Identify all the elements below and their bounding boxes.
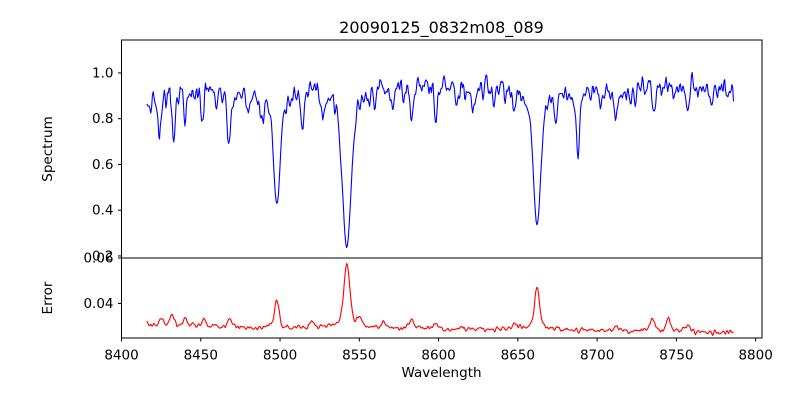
x-tick-label: 8600 — [421, 348, 455, 364]
y-tick-label-spectrum: 0.4 — [92, 203, 113, 219]
x-tick-label: 8500 — [263, 348, 297, 364]
x-axis-label: Wavelength — [401, 365, 481, 381]
subplot-frame-spectrum — [121, 39, 763, 259]
chart-title: 20090125_0832m08_089 — [339, 18, 544, 38]
y-tick-label-spectrum: 0.6 — [92, 157, 113, 173]
error-line — [146, 262, 734, 337]
y-tick-label-spectrum: 0.2 — [92, 248, 113, 264]
y-tick-label-error: 0.06 — [83, 251, 113, 267]
x-tick-label: 8550 — [342, 348, 376, 364]
x-tick-label: 8700 — [580, 348, 614, 364]
axes-layer — [121, 39, 763, 339]
y-tick-label-error: 0.04 — [83, 296, 113, 312]
x-tick-label: 8450 — [184, 348, 218, 364]
y-axis-label-error: Error — [40, 281, 56, 314]
y-axis-label-spectrum: Spectrum — [40, 116, 56, 181]
ticks-layer: 8400 8450 8500 8550 8600 8650 8700 8750 88000.20… — [83, 65, 772, 363]
x-tick-label: 8400 — [104, 348, 138, 364]
x-tick-label: 8800 — [738, 348, 772, 364]
subplot-frame-error — [121, 257, 763, 339]
y-tick-label-spectrum: 0.8 — [92, 111, 113, 127]
x-tick-label: 8650 — [501, 348, 535, 364]
curves-layer — [146, 71, 735, 337]
y-tick-label-spectrum: 1.0 — [92, 65, 113, 81]
x-tick-label: 8750 — [659, 348, 693, 364]
spectrum-line — [146, 71, 735, 249]
